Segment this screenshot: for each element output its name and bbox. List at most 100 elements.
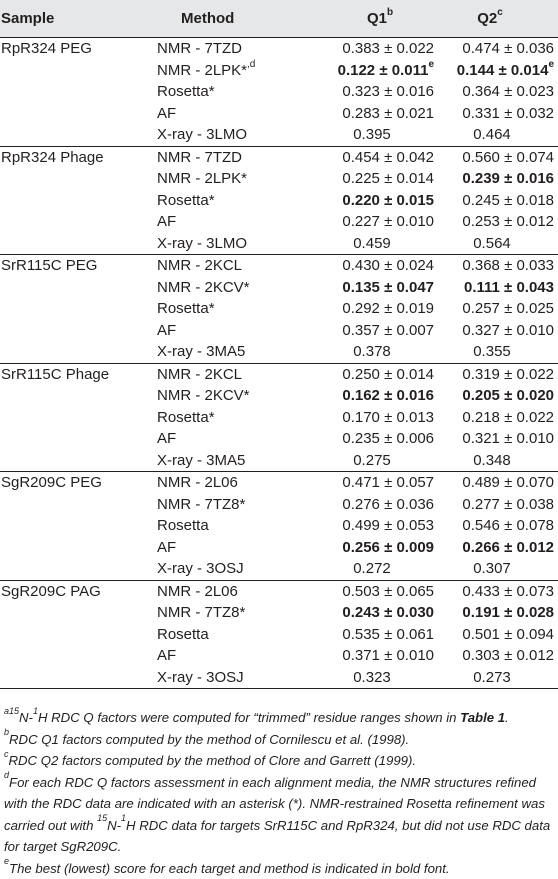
method-cell: Rosetta* <box>157 81 215 103</box>
q1-cell: 0.383 ± 0.022 <box>290 38 434 60</box>
method-cell: X-ray - 3MA5 <box>157 450 245 472</box>
q2-cell: 0.245 ± 0.018 <box>418 190 554 212</box>
q1-cell: 0.135 ± 0.047 <box>290 277 434 299</box>
method-cell: Rosetta <box>157 515 209 537</box>
method-cell: NMR - 7TZD <box>157 147 242 169</box>
q1-cell: 0.292 ± 0.019 <box>290 298 434 320</box>
footnote-c: cRDC Q2 factors computed by the method o… <box>0 750 558 772</box>
method-cell: Rosetta* <box>157 190 215 212</box>
q2-cell: 0.266 ± 0.012 <box>418 537 554 559</box>
footnote-d: dFor each RDC Q factors assessment in ea… <box>0 772 558 858</box>
q2-cell: 0.348 <box>422 450 558 472</box>
method-cell: NMR - 2KCV* <box>157 277 250 299</box>
sample-cell: SgR209C PAG <box>1 581 101 603</box>
q2-cell: 0.307 <box>422 558 558 580</box>
method-cell: AF <box>157 103 176 125</box>
method-cell: NMR - 7TZ8* <box>157 602 245 624</box>
q2-cell: 0.433 ± 0.073 <box>418 581 554 603</box>
sample-cell: SrR115C PEG <box>1 255 97 277</box>
sample-cell: SrR115C Phage <box>1 364 109 386</box>
header-sample: Sample <box>1 0 54 37</box>
q1-cell: 0.471 ± 0.057 <box>290 472 434 494</box>
method-cell: X-ray - 3LMO <box>157 233 247 255</box>
method-cell: AF <box>157 537 176 559</box>
method-cell: NMR - 7TZD <box>157 38 242 60</box>
footnote-e: eThe best (lowest) score for each target… <box>0 858 558 879</box>
footnote-ref: ,d <box>247 59 255 70</box>
method-cell: AF <box>157 211 176 233</box>
footnote-ref-c: c <box>497 7 503 18</box>
q1-cell: 0.122 ± 0.011e <box>290 60 434 82</box>
method-cell: AF <box>157 645 176 667</box>
method-cell: X-ray - 3LMO <box>157 124 247 146</box>
method-cell: NMR - 7TZ8* <box>157 494 245 516</box>
sample-cell: SgR209C PEG <box>1 472 102 494</box>
q1-cell: 0.283 ± 0.021 <box>290 103 434 125</box>
q1-cell: 0.499 ± 0.053 <box>290 515 434 537</box>
q1-cell: 0.225 ± 0.014 <box>290 168 434 190</box>
footnote-b: bRDC Q1 factors computed by the method o… <box>0 729 558 751</box>
method-cell: NMR - 2L06 <box>157 472 238 494</box>
q2-cell: 0.277 ± 0.038 <box>418 494 554 516</box>
q2-cell: 0.489 ± 0.070 <box>418 472 554 494</box>
header-q1: Q1b <box>320 0 440 37</box>
q2-cell: 0.560 ± 0.074 <box>418 147 554 169</box>
method-cell: NMR - 2L06 <box>157 581 238 603</box>
method-cell: NMR - 2KCV* <box>157 385 250 407</box>
method-cell: NMR - 2LPK*,d <box>157 60 255 82</box>
q1-cell: 0.220 ± 0.015 <box>290 190 434 212</box>
q1-cell: 0.503 ± 0.065 <box>290 581 434 603</box>
q2-cell: 0.321 ± 0.010 <box>418 428 554 450</box>
method-cell: NMR - 2LPK* <box>157 168 247 190</box>
q1-cell: 0.454 ± 0.042 <box>290 147 434 169</box>
footnote-ref: e <box>548 59 554 70</box>
method-cell: X-ray - 3OSJ <box>157 667 244 689</box>
q2-cell: 0.218 ± 0.022 <box>418 407 554 429</box>
method-cell: Rosetta <box>157 624 209 646</box>
q2-cell: 0.303 ± 0.012 <box>418 645 554 667</box>
q1-cell: 0.430 ± 0.024 <box>290 255 434 277</box>
q2-cell: 0.474 ± 0.036 <box>418 38 554 60</box>
q2-cell: 0.257 ± 0.025 <box>418 298 554 320</box>
header-q2: Q2c <box>430 0 550 37</box>
q2-cell: 0.111 ± 0.043 <box>418 277 554 299</box>
q1-cell: 0.227 ± 0.010 <box>290 211 434 233</box>
footnote-a: a15N-1H RDC Q factors were computed for … <box>0 707 558 729</box>
footnote-ref-b: b <box>387 7 393 18</box>
method-cell: X-ray - 3OSJ <box>157 558 244 580</box>
q1-cell: 0.371 ± 0.010 <box>290 645 434 667</box>
q1-cell: 0.162 ± 0.016 <box>290 385 434 407</box>
q1-cell: 0.256 ± 0.009 <box>290 537 434 559</box>
q2-cell: 0.205 ± 0.020 <box>418 385 554 407</box>
sample-cell: RpR324 PEG <box>1 38 92 60</box>
sample-cell: RpR324 Phage <box>1 147 104 169</box>
q1-cell: 0.535 ± 0.061 <box>290 624 434 646</box>
q2-cell: 0.501 ± 0.094 <box>418 624 554 646</box>
